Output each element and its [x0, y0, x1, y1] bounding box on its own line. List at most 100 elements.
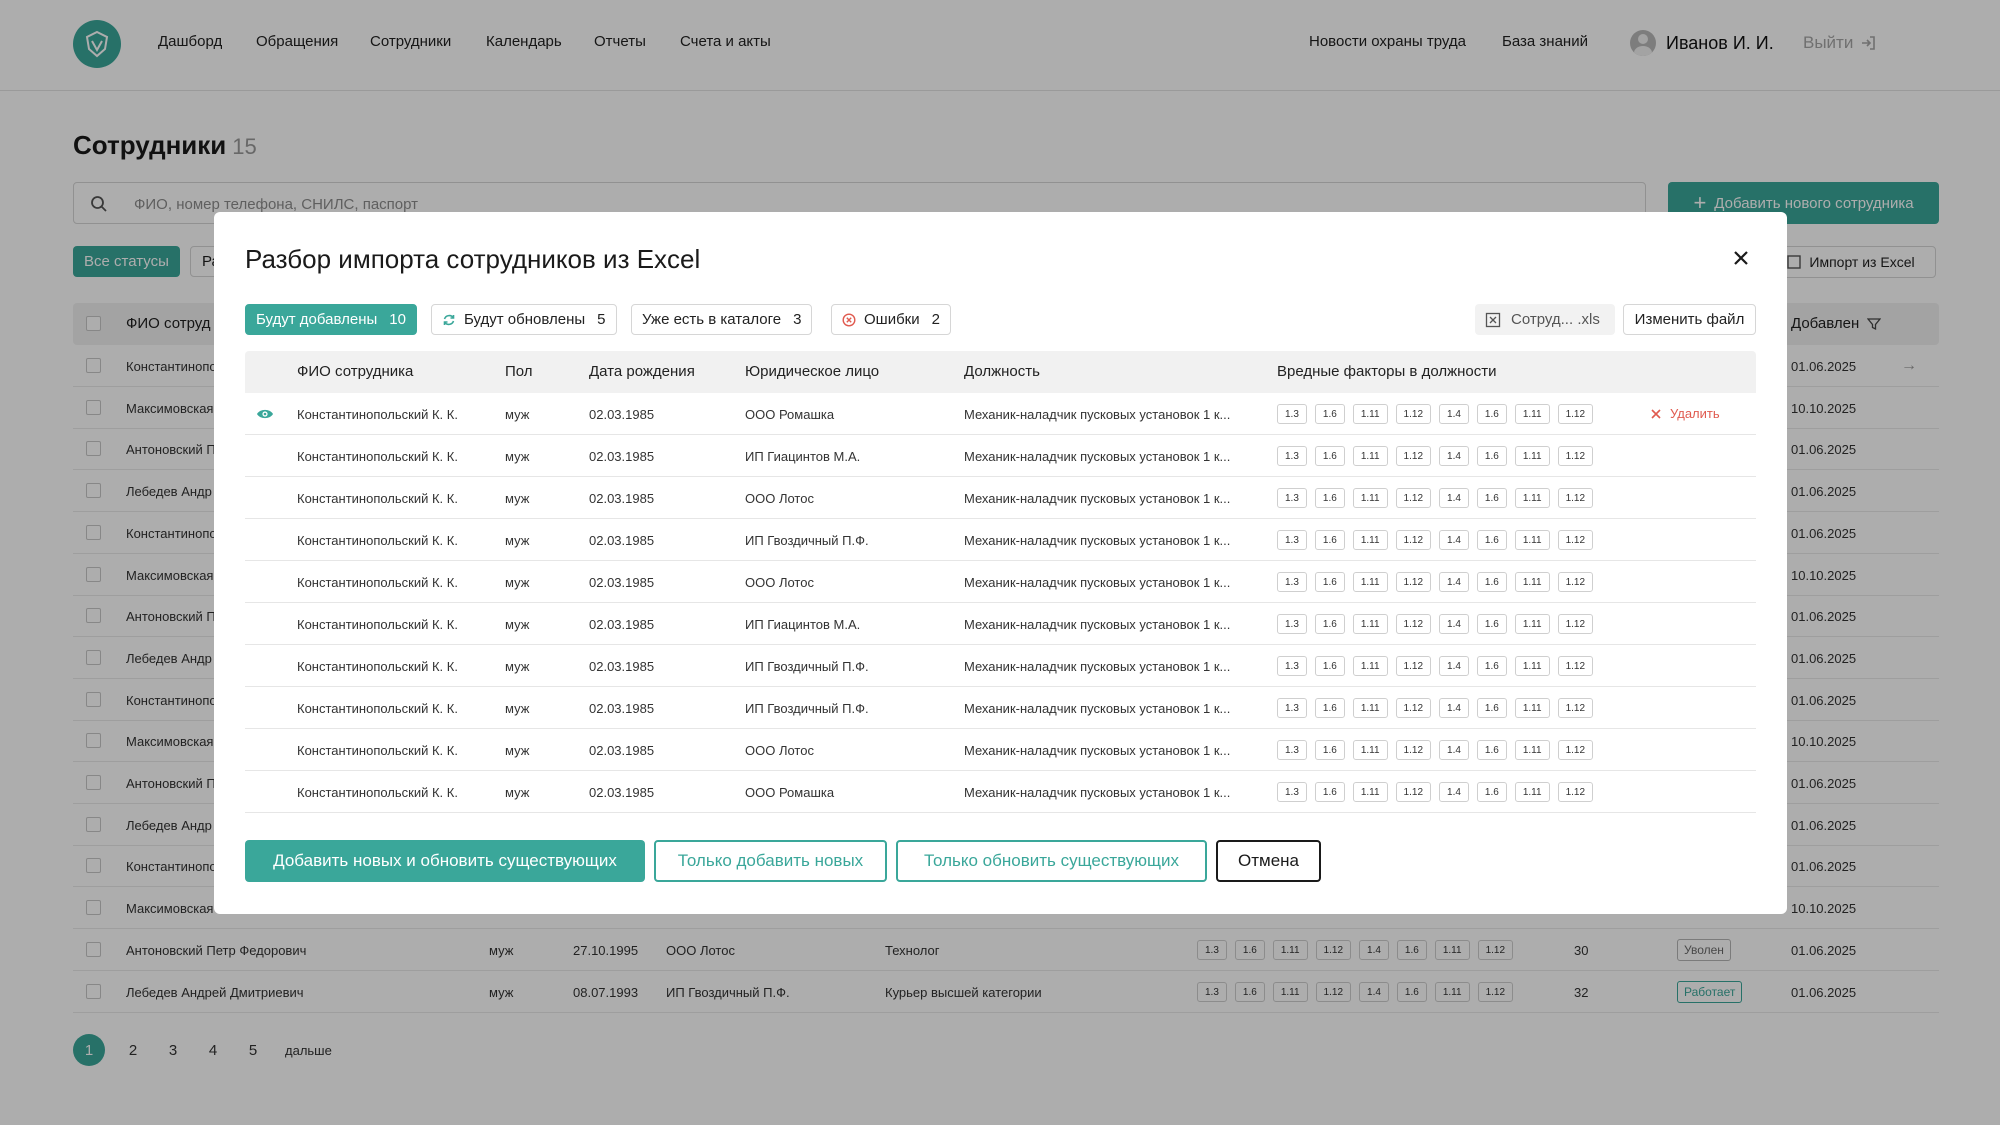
harmful-factor-tag: 1.11: [1434, 982, 1470, 1002]
row-checkbox[interactable]: [86, 692, 101, 707]
nav-link-dashboard[interactable]: Дашборд: [158, 33, 223, 50]
close-icon[interactable]: [1729, 246, 1753, 270]
row-checkbox[interactable]: [86, 942, 101, 957]
logout-button[interactable]: Выйти: [1803, 33, 1877, 53]
row-checkbox[interactable]: [86, 483, 101, 498]
harmful-factor-tag: 1.11: [1514, 740, 1550, 760]
employee-name: Константинопольский К. К.: [297, 659, 458, 674]
harmful-factor-tags: 1.3 1.6 1.11 1.12 1.4 1.6 1.11 1.12: [1197, 982, 1514, 1002]
row-checkbox[interactable]: [86, 358, 101, 373]
row-checkbox[interactable]: [86, 900, 101, 915]
nav-link-knowledge-base[interactable]: База знаний: [1502, 33, 1588, 50]
import-row[interactable]: Константинопольский К. К. муж 02.03.1985 ОО…: [245, 393, 1756, 435]
filter-tab-added[interactable]: Будут добавлены 10: [245, 304, 417, 335]
nav-link-requests[interactable]: Обращения: [256, 33, 339, 50]
employee-name: Константинопо: [126, 859, 217, 874]
arrow-right-icon[interactable]: →: [1901, 357, 1917, 374]
employee-sex: муж: [505, 533, 530, 548]
import-row[interactable]: Константинопольский К. К. муж 02.03.1985 ОО…: [245, 477, 1756, 519]
row-checkbox[interactable]: [86, 400, 101, 415]
filter-tab-existing[interactable]: Уже есть в каталоге 3: [631, 304, 813, 335]
logo-icon[interactable]: [73, 20, 121, 68]
added-date: 01.06.2025: [1791, 442, 1857, 457]
table-row[interactable]: Антоновский Петр Федорович муж 27.10.1995 О…: [73, 929, 1939, 971]
imported-file-name: Сотруд... .xls: [1511, 311, 1600, 328]
refresh-icon: [443, 314, 455, 325]
row-checkbox[interactable]: [86, 733, 101, 748]
page-3[interactable]: 3: [168, 1041, 178, 1059]
row-checkbox[interactable]: [86, 567, 101, 582]
import-row[interactable]: Константинопольский К. К. муж 02.03.1985 ИП…: [245, 645, 1756, 687]
user-menu[interactable]: Иванов И. И.: [1630, 30, 1774, 56]
import-row[interactable]: Константинопольский К. К. муж 02.03.1985 ИП…: [245, 435, 1756, 477]
delete-row-button[interactable]: Удалить: [1650, 406, 1720, 421]
filter-icon[interactable]: [1867, 317, 1882, 331]
plus-icon: +: [1693, 190, 1707, 215]
select-all-checkbox[interactable]: [86, 316, 101, 331]
change-file-button[interactable]: Изменить файл: [1623, 304, 1756, 335]
page-5[interactable]: 5: [248, 1041, 258, 1059]
row-checkbox[interactable]: [86, 984, 101, 999]
import-row[interactable]: Константинопольский К. К. муж 02.03.1985 ИП…: [245, 687, 1756, 729]
nav-link-reports[interactable]: Отчеты: [594, 33, 646, 50]
table-row[interactable]: Максимовская 10.10.2025: [73, 887, 1939, 929]
harmful-factor-tag: 1.11: [1352, 614, 1388, 634]
employee-name: Константинопольский К. К.: [297, 491, 458, 506]
row-checkbox[interactable]: [86, 775, 101, 790]
harmful-factor-tag: 1.12: [1315, 940, 1352, 960]
nav-link-safety-news[interactable]: Новости охраны труда: [1309, 33, 1466, 50]
harmful-factor-tag: 1.11: [1272, 940, 1308, 960]
added-date: 01.06.2025: [1791, 484, 1857, 499]
filter-tab-updated[interactable]: Будут обновлены 5: [431, 304, 617, 335]
only-add-button[interactable]: Только добавить новых: [654, 840, 887, 882]
add-and-update-button[interactable]: Добавить новых и обновить существующих: [245, 840, 645, 882]
import-row[interactable]: Константинопольский К. К. муж 02.03.1985 ИП…: [245, 519, 1756, 561]
harmful-factor-tag: 1.12: [1395, 446, 1432, 466]
row-checkbox[interactable]: [86, 525, 101, 540]
row-checkbox[interactable]: [86, 858, 101, 873]
page-2[interactable]: 2: [128, 1041, 138, 1059]
employee-birth-date: 02.03.1985: [589, 533, 655, 548]
import-row[interactable]: Константинопольский К. К. муж 02.03.1985 ИП…: [245, 603, 1756, 645]
table-row[interactable]: Лебедев Андрей Дмитриевич муж 08.07.1993 ИП…: [73, 971, 1939, 1013]
cancel-button[interactable]: Отмена: [1216, 840, 1321, 882]
page-next[interactable]: дальше: [285, 1042, 332, 1058]
harmful-factor-tag: 1.3: [1277, 530, 1307, 550]
import-excel-button[interactable]: Импорт из Excel: [1766, 246, 1936, 278]
eye-icon[interactable]: [256, 407, 274, 424]
only-update-button[interactable]: Только обновить существующих: [896, 840, 1207, 882]
import-row[interactable]: Константинопольский К. К. муж 02.03.1985 ОО…: [245, 561, 1756, 603]
filter-tab-errors[interactable]: Ошибки 2: [831, 304, 951, 335]
harmful-factor-tag: 1.12: [1557, 614, 1594, 634]
employee-name: Антоновский П: [126, 609, 216, 624]
nav-link-employees[interactable]: Сотрудники: [370, 33, 452, 50]
column-header-harmful-factors: Вредные факторы в должности: [1277, 363, 1497, 380]
column-header-name[interactable]: ФИО сотруд: [126, 315, 211, 332]
harmful-factor-tag: 1.3: [1277, 740, 1307, 760]
row-checkbox[interactable]: [86, 608, 101, 623]
excel-icon: [1787, 255, 1802, 269]
harmful-factor-tag: 1.11: [1514, 782, 1550, 802]
employee-sex: муж: [489, 985, 514, 1000]
employee-birth-date: 02.03.1985: [589, 491, 655, 506]
employee-name: Константинопольский К. К.: [297, 743, 458, 758]
harmful-factor-tags: 1.3 1.6 1.11 1.12 1.4 1.6 1.11 1.12: [1197, 940, 1514, 960]
page-1[interactable]: 1: [73, 1034, 105, 1066]
nav-link-calendar[interactable]: Календарь: [486, 33, 562, 50]
harmful-factor-tag: 1.12: [1315, 982, 1352, 1002]
nav-link-invoices[interactable]: Счета и акты: [680, 33, 771, 50]
import-row[interactable]: Константинопольский К. К. муж 02.03.1985 ОО…: [245, 729, 1756, 771]
filter-tab-existing-count: 3: [793, 311, 802, 328]
harmful-factor-tag: 1.12: [1395, 572, 1432, 592]
page-4[interactable]: 4: [208, 1041, 218, 1059]
harmful-factor-tag: 1.3: [1277, 488, 1307, 508]
row-checkbox[interactable]: [86, 441, 101, 456]
column-header-added[interactable]: Добавлен: [1791, 315, 1882, 332]
harmful-factor-tag: 1.11: [1514, 656, 1550, 676]
employee-name: Константинопо: [126, 359, 217, 374]
import-row[interactable]: Константинопольский К. К. муж 02.03.1985 ОО…: [245, 771, 1756, 813]
employee-name: Антоновский П: [126, 776, 216, 791]
row-checkbox[interactable]: [86, 817, 101, 832]
status-filter-all[interactable]: Все статусы: [73, 246, 180, 277]
row-checkbox[interactable]: [86, 650, 101, 665]
